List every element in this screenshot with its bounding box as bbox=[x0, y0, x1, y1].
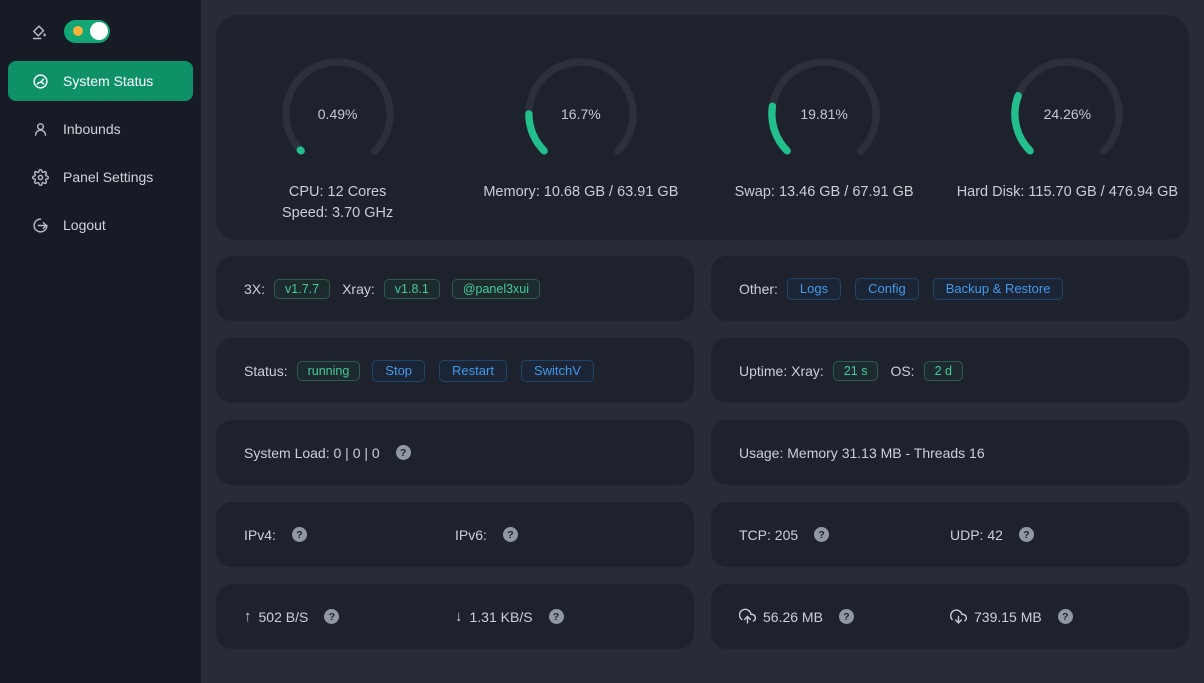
cloud-download-icon bbox=[950, 608, 967, 625]
total-download-text: 739.15 MB bbox=[974, 608, 1042, 625]
sidebar-item-panel-settings[interactable]: Panel Settings bbox=[8, 157, 193, 197]
net-speed-card: ↑ 502 B/S ? ↓ 1.31 KB/S ? bbox=[216, 584, 694, 649]
arrow-down-icon: ↓ bbox=[455, 608, 463, 625]
ipv4-label: IPv4: bbox=[244, 526, 276, 543]
config-button[interactable]: Config bbox=[855, 277, 919, 300]
telegram-link-tag[interactable]: @panel3xui bbox=[451, 278, 541, 299]
logout-icon bbox=[32, 217, 49, 234]
sidebar-item-label: Logout bbox=[63, 217, 106, 233]
ipv6-label: IPv6: bbox=[455, 526, 487, 543]
dashboard-icon bbox=[32, 73, 49, 90]
arrow-up-icon: ↑ bbox=[244, 608, 252, 625]
status-card: Status: running Stop Restart SwitchV bbox=[216, 338, 694, 403]
status-label: Status: bbox=[244, 362, 288, 379]
usage-text: Usage: Memory 31.13 MB - Threads 16 bbox=[739, 444, 985, 461]
switch-version-button[interactable]: SwitchV bbox=[520, 359, 594, 382]
connections-card: TCP: 205 ? UDP: 42 ? bbox=[711, 502, 1189, 567]
help-icon[interactable]: ? bbox=[838, 609, 854, 624]
disk-percent: 24.26% bbox=[1043, 106, 1092, 122]
theme-icon bbox=[30, 22, 48, 40]
3x-version-tag: v1.7.7 bbox=[274, 278, 331, 299]
swap-caption: Swap: 13.46 GB / 67.91 GB bbox=[734, 184, 914, 200]
total-upload-text: 56.26 MB bbox=[763, 608, 823, 625]
cpu-gauge-col: 0.49% CPU: 12 Cores Speed: 3.70 GHz bbox=[216, 55, 459, 240]
help-icon[interactable]: ? bbox=[1057, 609, 1073, 624]
ipv6-group: IPv6: ? bbox=[455, 527, 666, 543]
help-icon[interactable]: ? bbox=[291, 527, 307, 542]
uptime-xray-label: Uptime: Xray: bbox=[739, 362, 824, 379]
sidebar-item-inbounds[interactable]: Inbounds bbox=[8, 109, 193, 149]
udp-group: UDP: 42 ? bbox=[950, 527, 1161, 543]
net-total-card: 56.26 MB ? 739.15 MB ? bbox=[711, 584, 1189, 649]
sidebar-top bbox=[0, 15, 201, 47]
download-speed-group: ↓ 1.31 KB/S ? bbox=[455, 608, 666, 625]
sidebar-menu: System Status Inbounds Panel Settings bbox=[0, 61, 201, 245]
disk-gauge-col: 24.26% Hard Disk: 115.70 GB / 476.94 GB bbox=[946, 55, 1189, 240]
user-icon bbox=[32, 121, 49, 138]
ip-card: IPv4: ? IPv6: ? bbox=[216, 502, 694, 567]
backup-restore-button[interactable]: Backup & Restore bbox=[932, 277, 1064, 300]
3x-label: 3X: bbox=[244, 280, 266, 297]
download-speed-text: 1.31 KB/S bbox=[469, 608, 533, 625]
cpu-gauge: 0.49% bbox=[279, 55, 397, 173]
help-icon[interactable]: ? bbox=[814, 527, 830, 542]
xray-label: Xray: bbox=[342, 280, 375, 297]
sidebar-item-label: Panel Settings bbox=[63, 169, 154, 185]
logs-button[interactable]: Logs bbox=[786, 277, 842, 300]
xray-uptime-tag: 21 s bbox=[832, 360, 879, 381]
os-label: OS: bbox=[890, 362, 915, 379]
help-icon[interactable]: ? bbox=[548, 609, 564, 624]
upload-speed-group: ↑ 502 B/S ? bbox=[244, 608, 455, 625]
dark-mode-toggle[interactable] bbox=[64, 19, 110, 43]
swap-gauge: 19.81% bbox=[765, 55, 883, 173]
upload-speed-text: 502 B/S bbox=[258, 608, 309, 625]
help-icon[interactable]: ? bbox=[1018, 527, 1034, 542]
sidebar-item-logout[interactable]: Logout bbox=[8, 205, 193, 245]
restart-button[interactable]: Restart bbox=[439, 359, 507, 382]
help-icon[interactable]: ? bbox=[395, 445, 411, 460]
info-grid: 3X: v1.7.7 Xray: v1.8.1 @panel3xui Other… bbox=[216, 256, 1189, 649]
toggle-knob bbox=[89, 22, 108, 40]
sun-icon bbox=[73, 26, 83, 36]
system-load-text: System Load: 0 | 0 | 0 bbox=[244, 444, 380, 461]
cpu-percent: 0.49% bbox=[317, 106, 358, 122]
swap-gauge-col: 19.81% Swap: 13.46 GB / 67.91 GB bbox=[703, 55, 946, 240]
status-running-tag: running bbox=[296, 360, 361, 381]
disk-caption: Hard Disk: 115.70 GB / 476.94 GB bbox=[956, 184, 1179, 200]
udp-count-text: UDP: 42 bbox=[950, 526, 1003, 543]
uptime-card: Uptime: Xray: 21 s OS: 2 d bbox=[711, 338, 1189, 403]
version-card: 3X: v1.7.7 Xray: v1.8.1 @panel3xui bbox=[216, 256, 694, 321]
xray-version-tag: v1.8.1 bbox=[383, 278, 440, 299]
cloud-upload-icon bbox=[739, 608, 756, 625]
tcp-count-text: TCP: 205 bbox=[739, 526, 799, 543]
sidebar-item-system-status[interactable]: System Status bbox=[8, 61, 193, 101]
tcp-group: TCP: 205 ? bbox=[739, 527, 950, 543]
ipv4-group: IPv4: ? bbox=[244, 527, 455, 543]
help-icon[interactable]: ? bbox=[502, 527, 518, 542]
total-download-group: 739.15 MB ? bbox=[950, 608, 1161, 625]
other-label: Other: bbox=[739, 280, 778, 297]
swap-percent: 19.81% bbox=[800, 106, 848, 122]
disk-gauge: 24.26% bbox=[1008, 55, 1126, 173]
system-load-card: System Load: 0 | 0 | 0 ? bbox=[216, 420, 694, 485]
memory-caption: Memory: 10.68 GB / 63.91 GB bbox=[483, 184, 679, 200]
gear-icon bbox=[32, 168, 49, 186]
memory-percent: 16.7% bbox=[561, 106, 601, 122]
main-content: 0.49% CPU: 12 Cores Speed: 3.70 GHz 16.7… bbox=[201, 0, 1204, 683]
sidebar-item-label: Inbounds bbox=[63, 121, 121, 137]
os-uptime-tag: 2 d bbox=[923, 360, 963, 381]
stop-button[interactable]: Stop bbox=[372, 359, 426, 382]
memory-gauge-col: 16.7% Memory: 10.68 GB / 63.91 GB bbox=[459, 55, 702, 240]
sidebar: System Status Inbounds Panel Settings bbox=[0, 0, 201, 683]
cpu-caption: CPU: 12 Cores Speed: 3.70 GHz bbox=[282, 184, 394, 221]
help-icon[interactable]: ? bbox=[324, 609, 340, 624]
other-card: Other: Logs Config Backup & Restore bbox=[711, 256, 1189, 321]
usage-card: Usage: Memory 31.13 MB - Threads 16 bbox=[711, 420, 1189, 485]
memory-gauge: 16.7% bbox=[522, 55, 640, 173]
system-gauges-card: 0.49% CPU: 12 Cores Speed: 3.70 GHz 16.7… bbox=[216, 15, 1189, 240]
total-upload-group: 56.26 MB ? bbox=[739, 608, 950, 625]
sidebar-item-label: System Status bbox=[63, 73, 154, 89]
